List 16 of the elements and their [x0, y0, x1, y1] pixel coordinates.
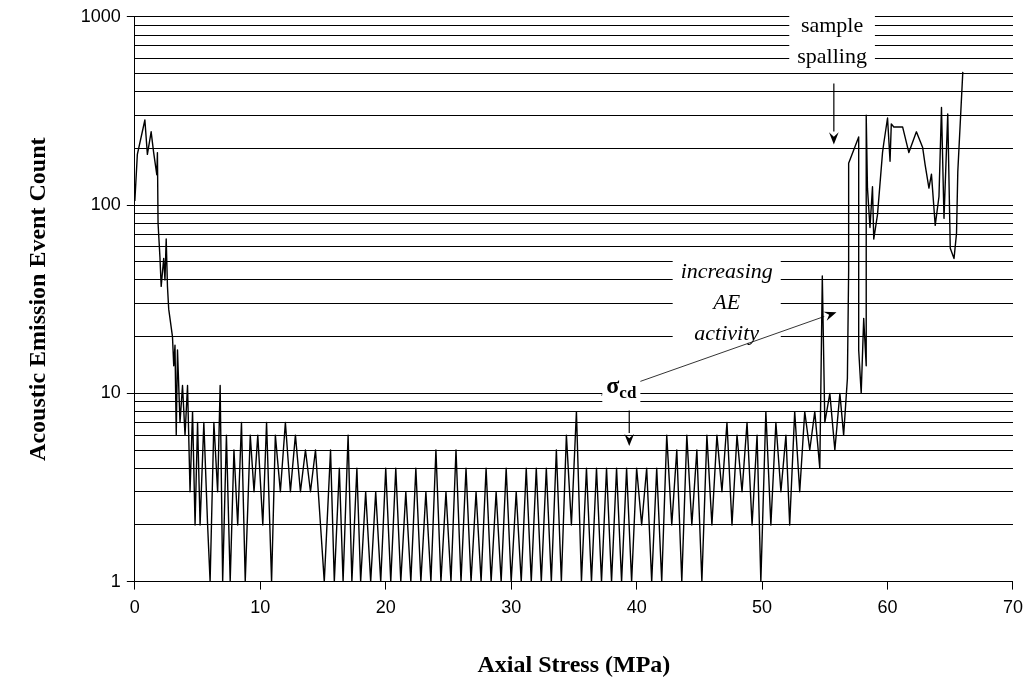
y-tick-label: 1000 [80, 5, 121, 26]
x-tick-label: 40 [626, 597, 647, 618]
x-tick-label: 20 [375, 597, 396, 618]
y-tick-label: 10 [100, 382, 121, 403]
x-tick-label: 60 [877, 597, 898, 618]
annotation: sample spalling [797, 11, 867, 68]
x-tick-label: 30 [501, 597, 522, 618]
x-axis-title: Axial Stress (MPa) [477, 650, 671, 677]
y-axis-title: Acoustic Emission Event Count [23, 137, 50, 461]
y-tick-label: 100 [90, 194, 121, 215]
x-tick-label: 50 [752, 597, 773, 618]
y-tick-label: 1 [110, 570, 121, 591]
annotation: increasing AE activity [680, 257, 773, 345]
x-tick-label: 0 [129, 597, 140, 618]
x-tick-label: 10 [250, 597, 271, 618]
x-tick-label: 70 [1002, 597, 1023, 618]
